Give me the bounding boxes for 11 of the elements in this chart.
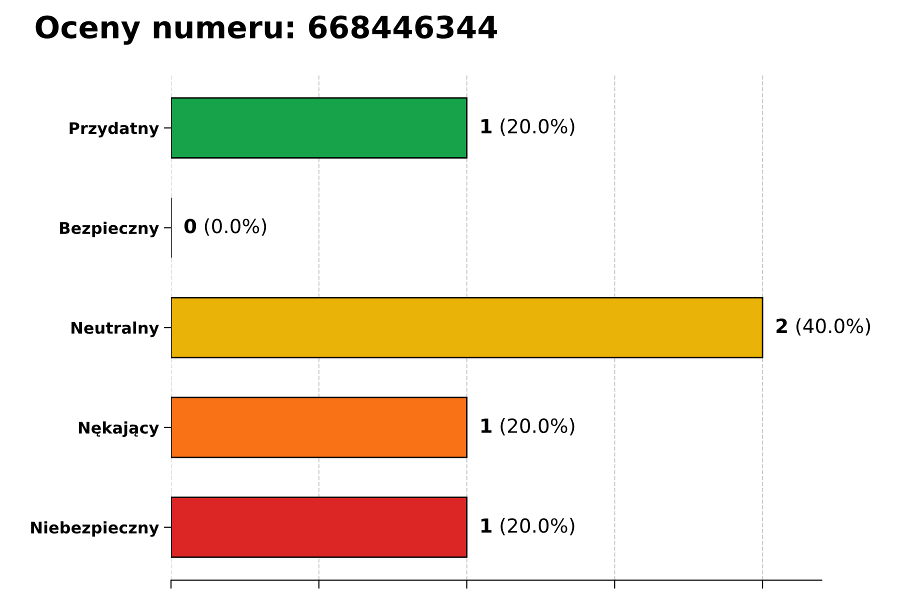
chart-title: Oceny numeru: 668446344 bbox=[36, 16, 498, 45]
y-tick-label: Nękający bbox=[78, 421, 159, 437]
y-tick-label: Niebezpieczny bbox=[31, 521, 159, 537]
data-label: 1 (20.0%) bbox=[481, 118, 574, 136]
data-label: 1 (20.0%) bbox=[481, 518, 574, 536]
y-tick-label: Bezpieczny bbox=[60, 222, 159, 238]
y-tick-label: Neutralny bbox=[72, 322, 159, 338]
data-label: 0 (0.0%) bbox=[184, 218, 266, 236]
y-tick-label: Przydatny bbox=[70, 122, 159, 138]
data-label: 2 (40.0%) bbox=[776, 318, 870, 336]
data-label: 1 (20.0%) bbox=[481, 418, 574, 436]
